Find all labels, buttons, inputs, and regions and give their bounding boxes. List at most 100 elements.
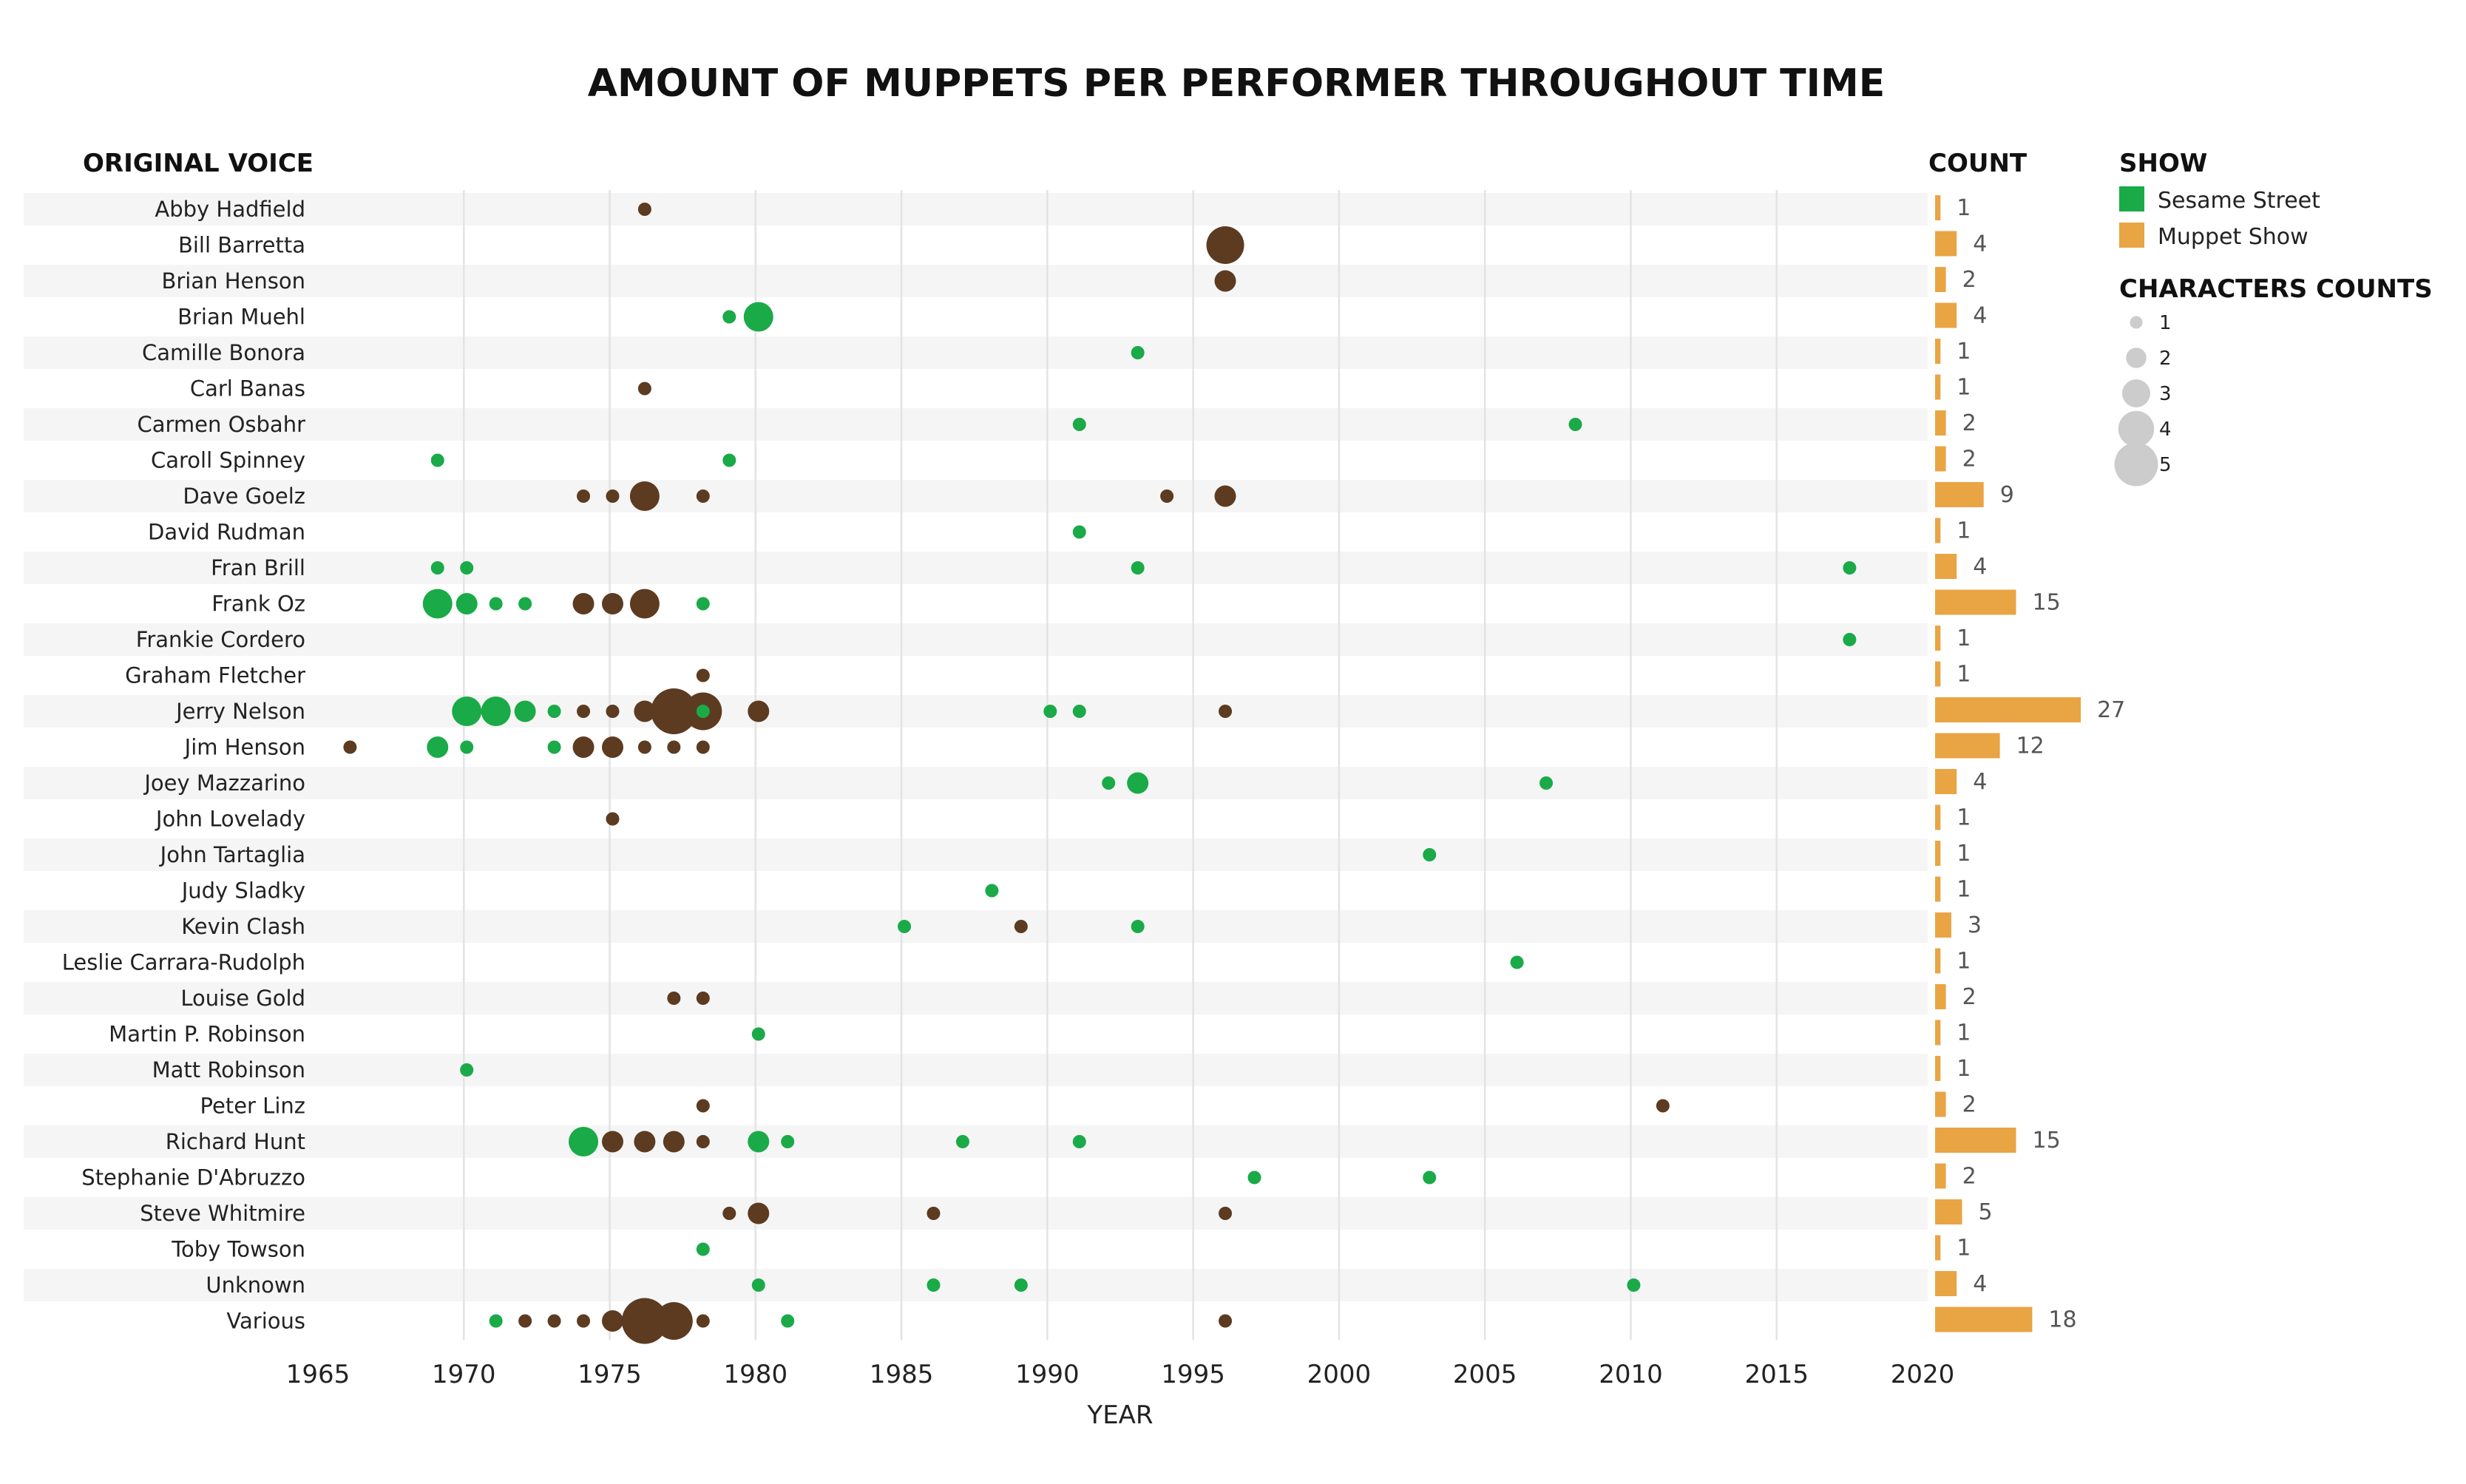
point-joey-mazzarino-sesame-1993.1 [1127, 772, 1149, 794]
count-label-louise-gold: 2 [1962, 984, 1976, 1010]
count-bar-caroll-spinney [1935, 446, 1946, 472]
point-leslie-carrara-rudolph-sesame-2006.1 [1510, 955, 1524, 969]
point-jim-henson-muppet-1974.1 [572, 736, 595, 758]
count-bar-toby-towson [1935, 1235, 1941, 1261]
count-bar-jim-henson [1935, 733, 2000, 759]
point-frank-oz-sesame-1978.2 [696, 597, 710, 611]
count-label-brian-muehl: 4 [1973, 303, 1987, 329]
point-caroll-spinney-sesame-1969.1 [430, 453, 444, 467]
count-label-abby-hadfield: 1 [1957, 195, 1971, 221]
x-tick-1995: 1995 [1161, 1360, 1225, 1389]
point-jim-henson-muppet-1977.2 [667, 740, 681, 754]
point-various-muppet-1978.2 [696, 1314, 710, 1328]
point-various-sesame-1971.1 [489, 1314, 503, 1328]
performer-label-matt-robinson: Matt Robinson [152, 1057, 305, 1082]
count-bar-peter-linz [1935, 1091, 1946, 1117]
performer-label-joey-mazzarino: Joey Mazzarino [143, 770, 305, 796]
performer-points [343, 203, 1857, 1344]
point-camille-bonora-sesame-1993.1 [1131, 346, 1145, 359]
point-steve-whitmire-muppet-1996.1 [1219, 1207, 1233, 1220]
vertical-gridlines [463, 190, 1778, 1341]
count-bar-dave-goelz [1935, 482, 1984, 507]
performer-label-peter-linz: Peter Linz [200, 1094, 305, 1119]
row-band-richard-hunt [24, 1125, 1928, 1158]
performer-label-john-tartaglia: John Tartaglia [159, 842, 305, 867]
point-matt-robinson-sesame-1970.1 [460, 1063, 474, 1077]
legend-size-circle-3 [2122, 379, 2150, 407]
performer-label-carmen-osbahr: Carmen Osbahr [137, 412, 305, 437]
count-label-jerry-nelson: 27 [2097, 697, 2125, 723]
count-bar-frank-oz [1935, 589, 2016, 615]
count-label-matt-robinson: 1 [1957, 1056, 1971, 1082]
legend-swatch-muppet-show [2119, 223, 2144, 248]
point-frank-oz-muppet-1975.1 [601, 593, 623, 614]
point-jerry-nelson-sesame-1972.1 [514, 700, 536, 722]
point-jerry-nelson-muppet-1980.1 [748, 700, 770, 722]
point-unknown-sesame-2010.1 [1627, 1278, 1641, 1292]
performer-label-graham-fletcher: Graham Fletcher [125, 663, 305, 688]
point-jim-henson-muppet-1976.2 [637, 740, 651, 754]
count-label-caroll-spinney: 2 [1962, 447, 1976, 472]
point-jerry-nelson-sesame-1991.1 [1072, 705, 1086, 718]
point-kevin-clash-sesame-1993.1 [1131, 920, 1145, 933]
point-steve-whitmire-muppet-1980.1 [748, 1202, 770, 1224]
count-bar-various [1935, 1307, 2033, 1332]
point-various-muppet-1975.1 [601, 1310, 623, 1332]
point-jim-henson-sesame-1969.1 [427, 736, 449, 758]
count-bar-fran-brill [1935, 554, 1957, 579]
point-jerry-nelson-sesame-1978.2 [696, 705, 710, 718]
point-various-muppet-1973.1 [547, 1314, 561, 1328]
point-stephanie-d-abruzzo-sesame-1997.1 [1247, 1170, 1261, 1185]
count-header: COUNT [1928, 149, 2028, 178]
row-band-john-tartaglia [24, 838, 1928, 871]
count-bar-graham-fletcher [1935, 661, 1941, 687]
count-label-david-rudman: 1 [1957, 518, 1971, 544]
point-jerry-nelson-muppet-1977.2 [651, 688, 697, 734]
performer-label-caroll-spinney: Caroll Spinney [151, 448, 305, 473]
performer-label-jerry-nelson: Jerry Nelson [175, 699, 305, 724]
count-bar-richard-hunt [1935, 1128, 2016, 1153]
row-band-dave-goelz [24, 480, 1928, 512]
point-louise-gold-muppet-1978.2 [696, 992, 710, 1005]
count-bar-abby-hadfield [1935, 195, 1941, 220]
count-label-john-lovelady: 1 [1957, 805, 1971, 831]
row-band-frankie-cordero [24, 623, 1928, 656]
point-frankie-cordero-sesame-2017.5 [1843, 633, 1857, 646]
count-label-stephanie-d-abruzzo: 2 [1962, 1164, 1976, 1190]
point-richard-hunt-sesame-1980.1 [748, 1131, 770, 1153]
point-carmen-osbahr-sesame-1991.1 [1072, 418, 1086, 431]
x-tick-2005: 2005 [1453, 1360, 1517, 1389]
point-various-muppet-1974.1 [577, 1314, 591, 1328]
legend-size-label-1: 1 [2159, 312, 2172, 334]
point-stephanie-d-abruzzo-sesame-2003.1 [1423, 1170, 1437, 1185]
count-label-john-tartaglia: 1 [1957, 841, 1971, 867]
point-richard-hunt-muppet-1977.2 [663, 1131, 685, 1153]
row-band-jerry-nelson [24, 695, 1928, 728]
point-jim-henson-sesame-1970.1 [460, 740, 474, 754]
count-bar-camille-bonora [1935, 339, 1941, 364]
count-label-kevin-clash: 3 [1968, 912, 1982, 938]
performer-label-jim-henson: Jim Henson [183, 735, 305, 760]
count-bar-judy-sladky [1935, 876, 1941, 902]
performer-label-carl-banas: Carl Banas [190, 376, 305, 402]
point-abby-hadfield-muppet-1976.2 [637, 203, 651, 216]
legend-label-muppet-show: Muppet Show [2158, 224, 2309, 250]
legend-size-title: CHARACTERS COUNTS [2119, 274, 2433, 304]
row-band-kevin-clash [24, 910, 1928, 943]
performer-label-leslie-carrara-rudolph: Leslie Carrara-Rudolph [62, 950, 305, 975]
performer-label-david-rudman: David Rudman [148, 520, 305, 545]
legend-size-label-3: 3 [2159, 383, 2172, 405]
count-bar-brian-henson [1935, 267, 1946, 292]
point-martin-p-robinson-sesame-1980.1 [751, 1027, 765, 1041]
x-tick-1980: 1980 [724, 1360, 788, 1389]
point-richard-hunt-muppet-1975.1 [601, 1131, 623, 1153]
performer-label-brian-henson: Brian Henson [161, 268, 305, 294]
point-graham-fletcher-muppet-1978.2 [696, 668, 710, 682]
count-label-brian-henson: 2 [1962, 267, 1976, 293]
count-label-steve-whitmire: 5 [1979, 1199, 1993, 1225]
count-bar-kevin-clash [1935, 912, 1951, 938]
x-tick-1970: 1970 [432, 1360, 496, 1389]
point-caroll-spinney-sesame-1979.1 [722, 453, 736, 467]
point-brian-henson-muppet-1996.1 [1214, 270, 1236, 292]
